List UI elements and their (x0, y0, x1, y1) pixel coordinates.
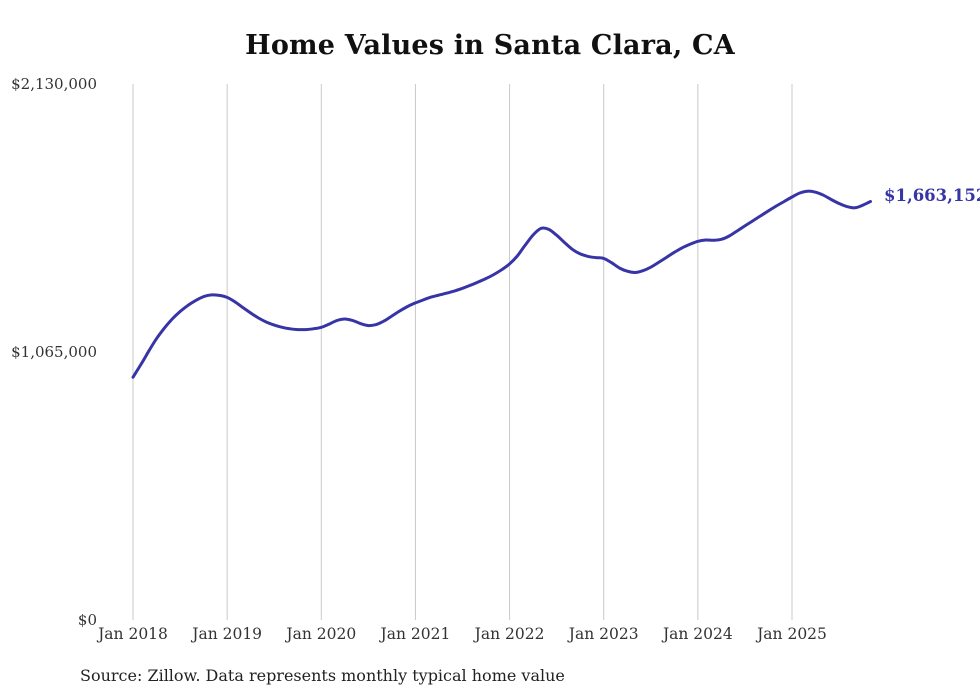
x-tick-label: Jan 2020 (286, 625, 357, 643)
x-tick-label: Jan 2018 (98, 625, 168, 643)
latest-value-label: $1,663,152 (884, 186, 980, 205)
x-tick-label: Jan 2019 (192, 625, 263, 643)
x-tick-label: Jan 2023 (568, 625, 639, 643)
y-tick-label: $0 (77, 611, 97, 629)
chart-title: Home Values in Santa Clara, CA (245, 30, 735, 61)
source-attribution: Source: Zillow. Data represents monthly … (80, 666, 565, 685)
x-tick-label: Jan 2024 (662, 625, 733, 643)
y-tick-label: $2,130,000 (11, 75, 97, 93)
home-value-line-series (131, 189, 872, 379)
x-tick-label: Jan 2025 (757, 625, 827, 643)
y-tick-label: $1,065,000 (11, 343, 97, 361)
x-tick-label: Jan 2021 (380, 625, 451, 643)
x-tick-label: Jan 2022 (474, 625, 545, 643)
vertical-gridlines (132, 84, 793, 620)
